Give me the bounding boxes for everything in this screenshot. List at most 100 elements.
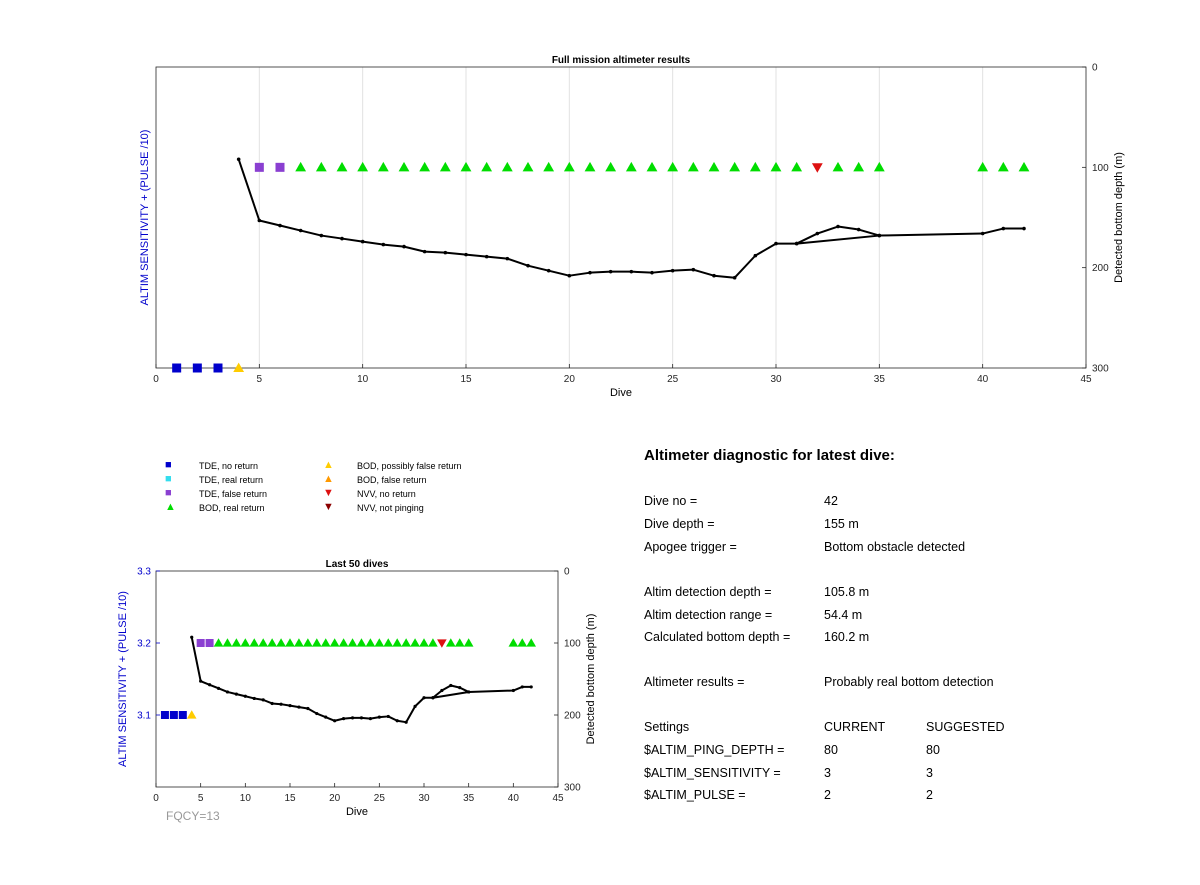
- bottom-depth-point: [298, 228, 303, 233]
- bottom-depth-point: [449, 683, 453, 688]
- y2-axis-label: Detected bottom depth (m): [1113, 152, 1125, 283]
- chart-title: Full mission altimeter results: [552, 55, 691, 66]
- x-tick-label: 20: [329, 793, 341, 804]
- bottom-depth-point: [333, 719, 337, 723]
- bottom-depth-point: [650, 270, 654, 275]
- bottom-depth-point: [794, 241, 799, 246]
- y2-tick-label: 0: [1092, 63, 1098, 74]
- altimeter-marker-triangle-up: [481, 161, 493, 172]
- altimeter-marker-triangle-up: [392, 638, 402, 647]
- bottom-depth-point: [458, 686, 462, 690]
- altimeter-marker-triangle-up: [667, 161, 679, 172]
- y2-tick-label: 300: [564, 783, 581, 794]
- x-axis-label: Dive: [346, 806, 368, 818]
- diagnostic-label: Dive no =: [644, 494, 698, 508]
- bottom-depth-point: [315, 711, 319, 716]
- altimeter-marker-triangle-up: [186, 710, 197, 719]
- bottom-depth-point: [980, 231, 985, 236]
- altimeter-marker-triangle-up: [383, 638, 394, 647]
- altimeter-marker-triangle-up: [446, 638, 456, 647]
- y2-axis-label: Detected bottom depth (m): [585, 614, 597, 745]
- altimeter-marker-triangle-up: [285, 638, 295, 647]
- setting-current-value: 3: [824, 766, 831, 780]
- setting-current-value: 2: [824, 788, 831, 802]
- altimeter-marker-triangle-up: [240, 638, 251, 647]
- bottom-depth-point: [732, 275, 737, 280]
- bottom-depth-point: [340, 236, 344, 241]
- diagnostic-value: 42: [824, 494, 838, 508]
- bottom-depth-point: [279, 702, 283, 706]
- bottom-depth-point: [243, 694, 247, 698]
- bottom-depth-point: [484, 254, 489, 259]
- altimeter-marker-triangle-up: [873, 161, 885, 172]
- altimeter-marker-square: [213, 363, 223, 373]
- altimeter-marker-triangle-up: [419, 638, 429, 647]
- y2-tick-label: 300: [1092, 364, 1109, 375]
- altimeter-marker-triangle-down: [811, 163, 823, 173]
- settings-suggested-header: SUGGESTED: [926, 720, 1005, 734]
- altimeter-marker-triangle-up: [398, 161, 410, 172]
- bottom-depth-point: [1022, 226, 1026, 231]
- diagnostic-value: Probably real bottom detection: [824, 675, 994, 689]
- x-tick-label: 25: [374, 793, 386, 804]
- altimeter-marker-triangle-up: [231, 638, 242, 647]
- x-tick-label: 0: [153, 793, 159, 804]
- y-tick-label: 3.1: [137, 711, 151, 722]
- bottom-depth-point: [208, 683, 212, 687]
- altimeter-marker-square: [178, 711, 187, 719]
- altimeter-marker-triangle-up: [832, 161, 844, 172]
- altimeter-marker-triangle-up: [543, 161, 555, 172]
- bottom-depth-point: [753, 253, 758, 258]
- bottom-depth-point: [691, 267, 696, 272]
- altimeter-marker-triangle-up: [338, 638, 349, 647]
- bottom-depth-point: [567, 273, 572, 278]
- plot-frame: [155, 66, 1087, 369]
- altimeter-marker-triangle-up: [853, 161, 865, 172]
- bottom-depth-point: [529, 685, 533, 689]
- bottom-depth-point: [422, 249, 427, 254]
- legend-marker-icon: ▼: [323, 501, 334, 513]
- setting-suggested-value: 80: [926, 743, 940, 757]
- altimeter-marker-triangle-up: [357, 161, 369, 172]
- altimeter-marker-triangle-up: [522, 161, 534, 172]
- altimeter-marker-triangle-up: [1018, 161, 1030, 172]
- legend-label: BOD, false return: [357, 475, 427, 485]
- altimeter-marker-triangle-up: [501, 161, 513, 172]
- altimeter-marker-triangle-up: [419, 161, 431, 172]
- altimeter-marker-triangle-down: [437, 639, 447, 648]
- bottom-depth-point: [443, 250, 448, 255]
- bottom-depth-point: [402, 244, 406, 249]
- altimeter-marker-triangle-up: [410, 638, 420, 647]
- bottom-depth-point: [234, 692, 238, 696]
- altimeter-marker-triangle-up: [584, 161, 596, 172]
- bottom-depth-point: [297, 705, 301, 709]
- legend-marker-icon: ▲: [165, 501, 176, 513]
- bottom-depth-point: [588, 270, 592, 275]
- diagnostic-label: Altim detection range =: [644, 608, 773, 622]
- bottom-depth-point: [422, 696, 426, 700]
- y-axis-label: ALTIM SENSITIVITY + (PULSE /10): [139, 130, 151, 306]
- bottom-depth-point: [404, 720, 408, 724]
- bottom-depth-point: [546, 268, 551, 273]
- altimeter-marker-triangle-up: [336, 161, 348, 172]
- altimeter-marker-triangle-up: [222, 638, 233, 647]
- altimeter-marker-square: [192, 363, 202, 373]
- setting-name: $ALTIM_PULSE =: [644, 788, 746, 802]
- bottom-depth-point: [360, 239, 365, 244]
- bottom-depth-line: [190, 637, 532, 724]
- x-tick-label: 45: [552, 793, 564, 804]
- x-axis-label: Dive: [610, 387, 632, 399]
- legend-label: TDE, false return: [199, 489, 268, 499]
- bottom-depth-point: [381, 242, 386, 247]
- legend-label: TDE, real return: [199, 475, 264, 485]
- x-tick-label: 45: [1080, 374, 1092, 385]
- x-tick-label: 30: [418, 793, 430, 804]
- bottom-depth-point: [877, 233, 882, 238]
- altimeter-marker-triangle-up: [791, 161, 803, 172]
- altimeter-marker-triangle-up: [276, 638, 286, 647]
- chart-title: Last 50 dives: [326, 559, 389, 570]
- diagnostic-value: 160.2 m: [824, 630, 870, 644]
- y-tick-label: 3.3: [137, 567, 151, 578]
- legend-marker-icon: ▲: [323, 473, 334, 485]
- altimeter-marker-triangle-up: [460, 161, 472, 172]
